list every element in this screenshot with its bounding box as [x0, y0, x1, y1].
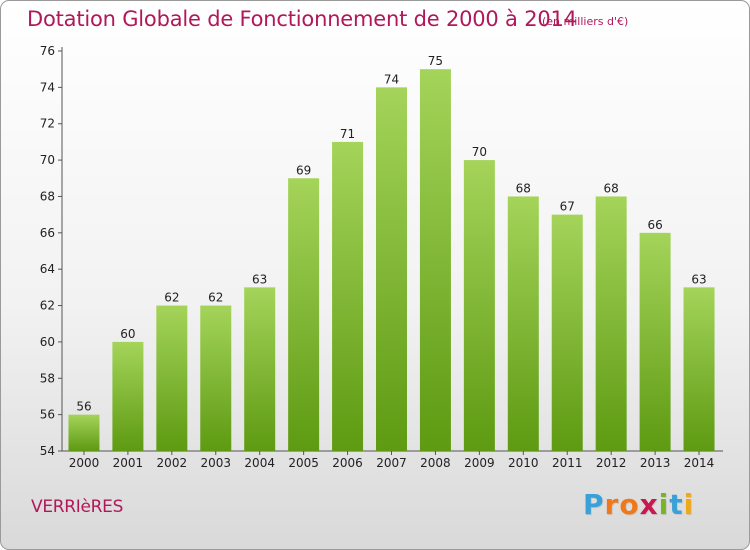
- logo-letter: i: [658, 488, 670, 521]
- bar-2000: [68, 414, 100, 451]
- chart-title: Dotation Globale de Fonctionnement de 20…: [27, 7, 577, 31]
- bar-2001: [112, 341, 144, 451]
- y-tick-label: 68: [40, 189, 55, 203]
- x-tick-label: 2007: [376, 456, 407, 470]
- x-tick-label: 2011: [552, 456, 583, 470]
- logo-letter: r: [604, 488, 620, 521]
- x-tick-label: 2004: [244, 456, 275, 470]
- value-label: 62: [208, 291, 223, 305]
- y-tick-label: 54: [40, 444, 55, 458]
- y-tick-label: 76: [40, 44, 55, 58]
- commune-name: VERRIèRES: [31, 497, 124, 517]
- bar-2005: [288, 178, 320, 452]
- bar-2010: [507, 196, 539, 451]
- value-label: 60: [120, 327, 135, 341]
- x-tick-label: 2010: [508, 456, 539, 470]
- y-tick-label: 62: [40, 299, 55, 313]
- x-tick-label: 2002: [157, 456, 188, 470]
- x-tick-label: 2005: [288, 456, 319, 470]
- x-tick-label: 2000: [69, 456, 100, 470]
- value-label: 70: [472, 145, 487, 159]
- value-label: 71: [340, 127, 355, 141]
- value-label: 69: [296, 163, 311, 177]
- bar-2009: [463, 160, 495, 451]
- value-label: 63: [691, 272, 706, 286]
- proxiti-logo: Proxiti: [583, 488, 694, 521]
- bar-2002: [156, 305, 188, 451]
- bar-2013: [639, 232, 671, 451]
- y-tick-label: 66: [40, 226, 55, 240]
- y-tick-label: 64: [40, 262, 55, 276]
- x-tick-label: 2003: [200, 456, 231, 470]
- value-label: 75: [428, 54, 443, 68]
- y-tick-label: 58: [40, 371, 55, 385]
- unit-note: (en milliers d'€): [542, 15, 629, 28]
- x-tick-label: 2006: [332, 456, 363, 470]
- y-tick-label: 70: [40, 153, 55, 167]
- x-tick-label: 2008: [420, 456, 451, 470]
- x-tick-label: 2009: [464, 456, 495, 470]
- y-tick-label: 72: [40, 117, 55, 131]
- y-tick-label: 74: [40, 80, 55, 94]
- value-label: 63: [252, 272, 267, 286]
- bar-2014: [683, 287, 715, 451]
- x-tick-label: 2014: [684, 456, 715, 470]
- value-label: 62: [164, 291, 179, 305]
- value-label: 74: [384, 72, 399, 86]
- bar-2012: [595, 196, 627, 451]
- x-tick-label: 2001: [113, 456, 144, 470]
- logo-letter: i: [683, 488, 695, 521]
- value-label: 68: [604, 181, 619, 195]
- value-label: 56: [76, 400, 91, 414]
- bar-2003: [200, 305, 232, 451]
- bar-2008: [419, 69, 451, 451]
- bar-2006: [332, 141, 364, 451]
- logo-letter: o: [619, 488, 640, 521]
- x-tick-label: 2012: [596, 456, 627, 470]
- y-tick-label: 60: [40, 335, 55, 349]
- value-label: 66: [647, 218, 662, 232]
- logo-letter: t: [669, 488, 684, 521]
- bar-2004: [244, 287, 276, 451]
- value-label: 68: [516, 181, 531, 195]
- x-tick-label: 2013: [640, 456, 671, 470]
- bar-2011: [551, 214, 583, 451]
- bar-2007: [376, 87, 407, 451]
- y-tick-label: 56: [40, 408, 55, 422]
- value-label: 67: [560, 200, 575, 214]
- logo-letter: P: [583, 488, 605, 521]
- logo-letter: x: [639, 488, 659, 521]
